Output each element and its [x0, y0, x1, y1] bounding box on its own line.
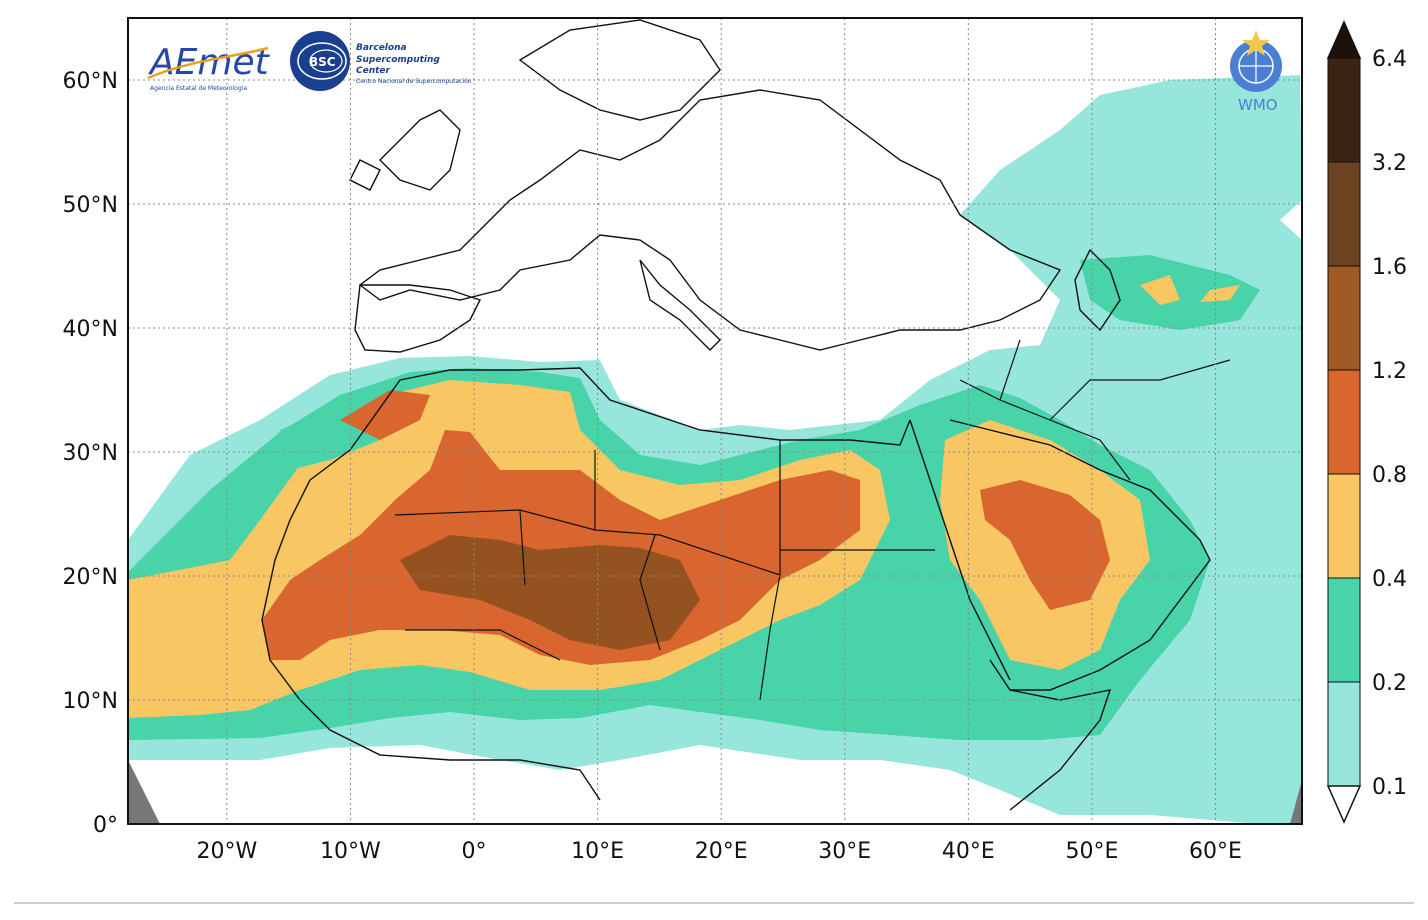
- lat-tick-label: 60°N: [63, 69, 118, 94]
- no-data-wedge-right: [1290, 780, 1302, 824]
- lon-tick-labels: 20°W 10°W 0° 10°E 20°E 30°E 40°E 50°E 60°E: [196, 839, 1241, 864]
- borders-africa: [394, 440, 935, 701]
- coastline-caspian: [1074, 248, 1121, 332]
- colorbar: 0.1 0.2 0.4 0.8 1.2 1.6 3.2 6.4: [1326, 20, 1407, 824]
- lat-tick-labels: 0° 10°N 20°N 30°N 40°N 50°N 60°N: [63, 69, 118, 838]
- colorbar-tick-label: 6.4: [1372, 47, 1407, 72]
- lat-tick-label: 50°N: [63, 193, 118, 218]
- coastlines-borders: [261, 19, 1231, 811]
- lon-tick-label: 10°E: [571, 839, 624, 864]
- coastline-uk: [349, 109, 461, 191]
- contour-arabia-0.8: [980, 480, 1110, 610]
- coastline-scandinavia: [518, 19, 721, 121]
- colorbar-segment: [1327, 681, 1361, 787]
- colorbar-tick-label: 1.6: [1372, 255, 1407, 280]
- coastline-horn-africa: [1009, 689, 1112, 811]
- colorbar-segment: [1327, 161, 1361, 267]
- wmo-label: WMO: [1238, 96, 1278, 114]
- bsc-line2: Supercomputing: [356, 55, 440, 65]
- colorbar-segment: [1327, 369, 1361, 475]
- lon-tick-label: 20°E: [695, 839, 748, 864]
- colorbar-extend-top: [1326, 20, 1362, 59]
- colorbar-segment: [1327, 473, 1361, 579]
- borders-middle-east: [959, 339, 1231, 481]
- lon-tick-label: 60°E: [1189, 839, 1242, 864]
- contour-morocco-0.8: [340, 390, 430, 440]
- coastline-europe: [358, 89, 1062, 351]
- lon-tick-label: 20°W: [196, 839, 257, 864]
- bsc-badge: BSC: [309, 55, 336, 69]
- coastline-arabia: [949, 419, 1211, 691]
- lat-tick-label: 20°N: [63, 565, 118, 590]
- lon-tick-label: 0°: [462, 839, 487, 864]
- colorbar-segment: [1327, 265, 1361, 371]
- bottom-divider: [14, 902, 1414, 904]
- contour-caspian-0.4: [1140, 275, 1240, 305]
- colorbar-tick-label: 3.2: [1372, 151, 1407, 176]
- colorbar-tick-label: 0.2: [1372, 671, 1407, 696]
- aemet-logo-subtitle: Agencia Estatal de Meteorología: [150, 85, 247, 92]
- coastline-iberia: [354, 284, 481, 353]
- wmo-logo: WMO: [1230, 30, 1282, 114]
- bsc-line3: Center: [356, 66, 391, 76]
- coastline-west-africa: [261, 479, 601, 801]
- aod-contours: [128, 75, 1302, 824]
- contour-level-0.8: [262, 430, 860, 665]
- coastline-italy: [639, 259, 721, 351]
- lon-tick-label: 30°E: [818, 839, 871, 864]
- colorbar-tick-label: 1.2: [1372, 359, 1407, 384]
- contour-level-1.2: [400, 535, 700, 650]
- no-data-wedge-left: [128, 760, 160, 824]
- colorbar-tick-label: 0.1: [1372, 775, 1407, 800]
- colorbar-tick-label: 0.4: [1372, 567, 1407, 592]
- aemet-swoosh: [147, 46, 269, 80]
- coastline-north-africa: [309, 367, 911, 481]
- bsc-logo: BSC Barcelona Supercomputing Center Cent…: [290, 31, 472, 91]
- map-frame: [127, 17, 1303, 825]
- colorbar-extend-bottom: [1326, 785, 1362, 824]
- colorbar-tick-label: 0.8: [1372, 463, 1407, 488]
- lon-tick-label: 40°E: [942, 839, 995, 864]
- colorbar-segment: [1327, 577, 1361, 683]
- lon-tick-label: 10°W: [320, 839, 381, 864]
- colorbar-segment: [1327, 57, 1361, 163]
- lat-tick-label: 40°N: [63, 317, 118, 342]
- lat-tick-label: 10°N: [63, 689, 118, 714]
- map-grid: [128, 18, 1302, 824]
- lat-tick-label: 0°: [93, 813, 118, 838]
- bsc-line4: Centro Nacional de Supercomputación: [356, 78, 472, 85]
- aemet-logo-title: AEmet: [148, 42, 271, 83]
- wmo-star-icon: [1242, 30, 1270, 56]
- lat-tick-label: 30°N: [63, 441, 118, 466]
- bsc-line1: Barcelona: [356, 43, 407, 53]
- lon-tick-label: 50°E: [1065, 839, 1118, 864]
- aemet-logo: AEmet Agencia Estatal de Meteorología: [147, 42, 271, 92]
- coastline-red-sea: [909, 419, 1011, 681]
